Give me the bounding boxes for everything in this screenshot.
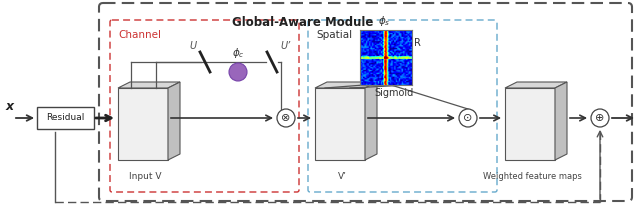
Polygon shape: [555, 82, 567, 160]
Polygon shape: [168, 82, 180, 160]
FancyBboxPatch shape: [37, 107, 94, 129]
Text: Weighted feature maps: Weighted feature maps: [483, 172, 581, 181]
Text: U: U: [190, 41, 197, 51]
Circle shape: [229, 63, 247, 81]
Polygon shape: [365, 82, 377, 160]
Text: Spatial: Spatial: [316, 30, 352, 40]
Circle shape: [591, 109, 609, 127]
Polygon shape: [315, 82, 377, 88]
Polygon shape: [315, 88, 365, 160]
Text: x: x: [6, 100, 14, 113]
Text: ⊕: ⊕: [595, 113, 605, 123]
Text: Sigmoid: Sigmoid: [374, 88, 413, 98]
Circle shape: [459, 109, 477, 127]
Text: Residual: Residual: [46, 114, 84, 122]
Circle shape: [277, 109, 295, 127]
Polygon shape: [505, 88, 555, 160]
Text: ⊗: ⊗: [282, 113, 291, 123]
Text: Input V: Input V: [129, 172, 161, 181]
Polygon shape: [505, 82, 567, 88]
Text: $\phi_c$: $\phi_c$: [232, 46, 244, 60]
Text: V’: V’: [337, 172, 346, 181]
Text: $\phi_s$: $\phi_s$: [378, 14, 390, 28]
Text: Channel: Channel: [118, 30, 161, 40]
Text: Global-Aware Module: Global-Aware Module: [232, 16, 373, 29]
Text: ⊙: ⊙: [463, 113, 473, 123]
Text: R: R: [414, 38, 421, 48]
Polygon shape: [118, 82, 180, 88]
Text: U’: U’: [280, 41, 291, 51]
Polygon shape: [118, 88, 168, 160]
